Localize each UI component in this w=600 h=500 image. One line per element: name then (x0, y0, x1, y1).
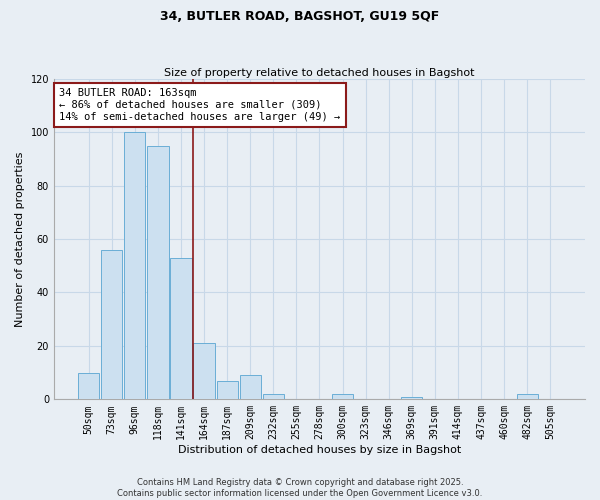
Bar (217, 380, 238, 400)
Bar (332, 394, 353, 400)
Bar (124, 132, 145, 400)
Y-axis label: Number of detached properties: Number of detached properties (15, 152, 25, 326)
Bar (193, 343, 215, 400)
Text: 34 BUTLER ROAD: 163sqm
← 86% of detached houses are smaller (309)
14% of semi-de: 34 BUTLER ROAD: 163sqm ← 86% of detached… (59, 88, 340, 122)
X-axis label: Distribution of detached houses by size in Bagshot: Distribution of detached houses by size … (178, 445, 461, 455)
Text: 34, BUTLER ROAD, BAGSHOT, GU19 5QF: 34, BUTLER ROAD, BAGSHOT, GU19 5QF (160, 10, 440, 23)
Bar (517, 394, 538, 400)
Bar (170, 258, 191, 400)
Text: Contains HM Land Registry data © Crown copyright and database right 2025.
Contai: Contains HM Land Registry data © Crown c… (118, 478, 482, 498)
Bar (78, 372, 99, 400)
Bar (401, 396, 422, 400)
Bar (147, 146, 169, 400)
Bar (239, 376, 261, 400)
Title: Size of property relative to detached houses in Bagshot: Size of property relative to detached ho… (164, 68, 475, 78)
Bar (101, 250, 122, 400)
Bar (263, 394, 284, 400)
